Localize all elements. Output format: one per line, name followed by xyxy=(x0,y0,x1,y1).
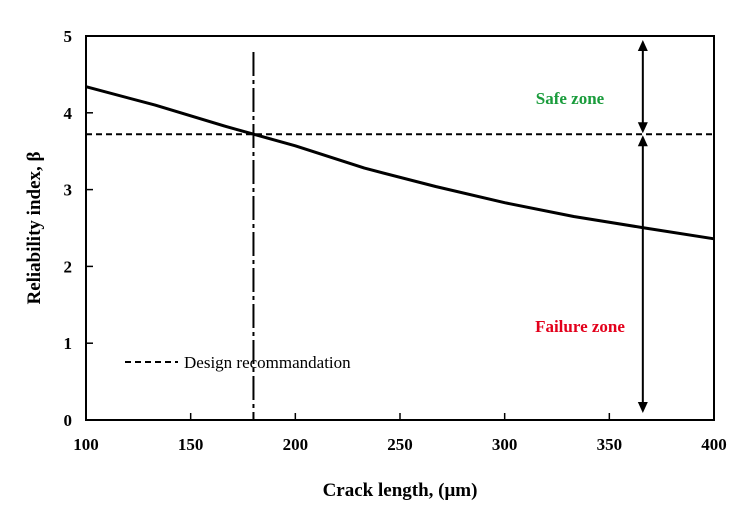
x-tick-label: 250 xyxy=(387,435,413,454)
failure-zone-label: Failure zone xyxy=(535,317,625,336)
ticks-layer: 100 150 200 250 300 350 400 0 1 2 3 4 5 xyxy=(64,27,727,454)
x-tick-label: 400 xyxy=(701,435,727,454)
legend-label-design: Design recommandation xyxy=(184,353,351,372)
reliability-curve xyxy=(85,85,715,241)
plot-frame xyxy=(85,35,715,421)
safe-zone-arrow-head-down xyxy=(637,122,648,134)
y-tick-label: 2 xyxy=(64,257,73,276)
y-tick-label: 3 xyxy=(64,181,73,200)
failure-zone-arrow-head-up xyxy=(637,135,648,147)
safe-zone-arrow-head-up xyxy=(637,40,648,51)
legend: Design recommandation xyxy=(125,353,351,372)
failure-zone-arrow-head-down xyxy=(637,402,648,413)
reference-lines xyxy=(86,52,714,420)
x-tick-label: 200 xyxy=(283,435,309,454)
x-tick-label: 350 xyxy=(597,435,623,454)
zone-arrows xyxy=(637,40,648,413)
x-tick-label: 150 xyxy=(178,435,204,454)
y-tick-label: 4 xyxy=(64,104,73,123)
x-tick-label: 300 xyxy=(492,435,518,454)
y-axis-title: Reliability index, β xyxy=(24,151,45,304)
y-tick-label: 1 xyxy=(64,334,73,353)
safe-zone-label: Safe zone xyxy=(536,89,605,108)
y-tick-label: 5 xyxy=(64,27,73,46)
x-axis-title: Crack length, (μm) xyxy=(323,480,478,501)
series-layer xyxy=(85,85,715,241)
x-tick-label: 100 xyxy=(73,435,99,454)
y-tick-label: 0 xyxy=(64,411,73,430)
